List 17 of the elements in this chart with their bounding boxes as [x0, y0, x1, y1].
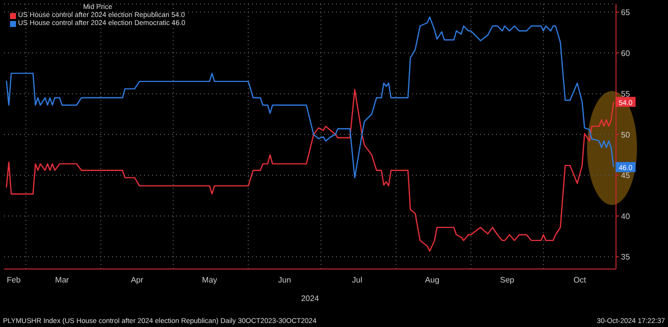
x-tick-label: Feb — [6, 276, 22, 285]
x-tick-label: May — [202, 276, 218, 285]
y-tick-label: 65 — [621, 8, 630, 17]
y-tick-label: 55 — [621, 90, 630, 99]
x-tick-label: Mar — [55, 276, 70, 285]
y-tick-label: 35 — [621, 252, 630, 262]
y-tick-label: 45 — [621, 171, 630, 180]
y-tick-label: 40 — [621, 212, 630, 221]
y-tick-label: 60 — [621, 48, 630, 58]
y-tick-label: 50 — [621, 130, 630, 140]
x-tick-label: Jul — [352, 276, 362, 285]
x-tick-label: Sep — [500, 276, 515, 285]
x-axis-title: 2024 — [301, 294, 320, 303]
x-tick-label: Aug — [425, 276, 440, 285]
x-tick-label: Oct — [573, 276, 587, 285]
x-tick-label: Jun — [278, 276, 292, 285]
x-tick-label: Apr — [130, 276, 144, 285]
